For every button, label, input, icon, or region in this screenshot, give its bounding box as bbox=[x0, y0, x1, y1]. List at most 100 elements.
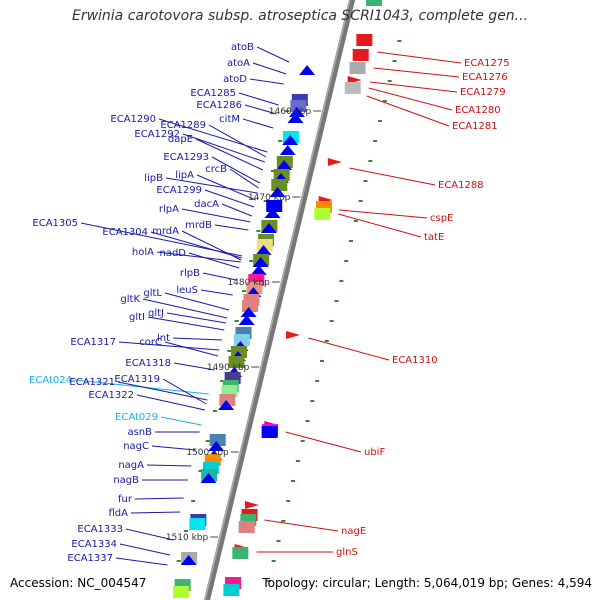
outer-track-tick bbox=[349, 240, 353, 242]
gene-arrow bbox=[238, 315, 255, 325]
gene-label-atod: atoD bbox=[223, 74, 247, 85]
leader-line-left bbox=[156, 251, 241, 263]
gene-label-eca1322: ECA1322 bbox=[88, 390, 134, 401]
outer-track-tick bbox=[315, 380, 320, 382]
inner-track-tick bbox=[198, 470, 203, 472]
inner-track-tick bbox=[249, 260, 254, 262]
leader-line-right bbox=[373, 67, 460, 78]
gene-label-eca1292: ECA1292 bbox=[134, 129, 180, 140]
leader-line-right bbox=[377, 51, 462, 64]
inner-track-tick bbox=[263, 200, 268, 202]
inner-track-tick bbox=[234, 320, 239, 322]
inner-track-tick bbox=[270, 170, 275, 172]
outer-track-tick bbox=[266, 580, 271, 582]
gene-arrow bbox=[276, 160, 293, 170]
leader-line-left bbox=[242, 118, 274, 129]
gene-label-eca1310: ECA1310 bbox=[392, 355, 438, 366]
gene-label-eca1281: ECA1281 bbox=[452, 121, 498, 132]
kbp-label: 1500 kbp bbox=[186, 448, 229, 458]
outer-track-tick bbox=[271, 560, 276, 562]
gene-label-eca1317: ECA1317 bbox=[70, 337, 116, 348]
gene-label-ecat029: ECAt029 bbox=[115, 412, 158, 423]
gene-label-eca1289: ECA1289 bbox=[160, 120, 206, 131]
gene-label-ubif: ubiF bbox=[364, 447, 385, 458]
outer-track-tick bbox=[310, 400, 315, 402]
gene-label-fur: fur bbox=[118, 494, 133, 505]
leader-line-left bbox=[221, 203, 252, 217]
leader-line-left bbox=[238, 92, 279, 106]
gene-box bbox=[366, 0, 382, 6]
gene-arrow bbox=[288, 107, 305, 117]
inner-track-tick bbox=[205, 440, 210, 442]
inner-track-tick bbox=[227, 350, 232, 352]
gene-label-nage: nagE bbox=[341, 526, 366, 537]
leader-line-left bbox=[200, 289, 233, 296]
leader-line-right bbox=[308, 337, 390, 361]
leader-line-left bbox=[162, 378, 207, 405]
inner-track-tick bbox=[285, 110, 290, 112]
gene-label-eca1305: ECA1305 bbox=[32, 218, 78, 229]
gene-box bbox=[219, 394, 236, 406]
gene-box bbox=[271, 179, 288, 191]
gene-triangle bbox=[244, 501, 259, 509]
gene-label-asnb: asnB bbox=[127, 427, 152, 438]
leader-line-left bbox=[172, 337, 222, 341]
gene-arrow bbox=[250, 265, 267, 275]
leader-line-left bbox=[164, 292, 230, 311]
gene-label-hola: holA bbox=[132, 247, 154, 258]
accession-text: Accession: NC_004547 bbox=[10, 576, 147, 590]
leader-line-left bbox=[229, 168, 259, 189]
leader-line-left bbox=[165, 177, 258, 194]
gene-box bbox=[223, 584, 240, 596]
gene-label-naga: nagA bbox=[118, 460, 144, 471]
leader-line-left bbox=[252, 62, 287, 75]
kbp-label: 1480 kbp bbox=[227, 278, 270, 288]
leader-line-right bbox=[366, 95, 450, 127]
label-leader-lines bbox=[74, 46, 462, 566]
leader-line-left bbox=[181, 230, 242, 261]
outer-track-tick bbox=[286, 500, 291, 502]
leader-line-left bbox=[173, 362, 215, 371]
gene-triangle bbox=[286, 331, 301, 339]
leader-line-right bbox=[285, 431, 362, 453]
gene-box bbox=[314, 208, 331, 220]
gene-label-eca1290: ECA1290 bbox=[110, 114, 156, 125]
backbone-line bbox=[203, 0, 356, 600]
gene-arrow bbox=[264, 208, 281, 218]
outer-track-tick bbox=[339, 280, 344, 282]
outer-track-tick bbox=[295, 460, 300, 462]
gene-label-atoa: atoA bbox=[227, 58, 250, 69]
gene-label-daca: dacA bbox=[194, 199, 219, 210]
inner-track-tick bbox=[278, 140, 283, 142]
leader-line-left bbox=[142, 298, 228, 319]
gene-label-lnt: lnt bbox=[157, 333, 170, 344]
leader-line-left bbox=[160, 416, 202, 426]
leader-line-left bbox=[188, 252, 240, 269]
gene-label-glns: glnS bbox=[336, 547, 358, 558]
gene-features bbox=[172, 0, 382, 598]
gene-box bbox=[261, 426, 278, 438]
leader-line-right bbox=[368, 87, 453, 111]
leader-line-left bbox=[211, 156, 261, 184]
gene-label-eca1333: ECA1333 bbox=[77, 524, 123, 535]
gene-label-leus: leuS bbox=[176, 285, 198, 296]
gene-box bbox=[209, 434, 226, 446]
leader-line-left bbox=[214, 224, 249, 231]
gene-arrow bbox=[279, 145, 296, 155]
gene-label-eca1319: ECA1319 bbox=[114, 374, 160, 385]
backbone-highlight bbox=[204, 0, 351, 600]
gene-arrow bbox=[299, 65, 316, 75]
leader-line-left bbox=[182, 133, 266, 163]
outer-track-tick bbox=[281, 520, 286, 522]
outer-track-tick bbox=[363, 180, 368, 182]
leader-line-left bbox=[150, 231, 242, 259]
outer-track-tick bbox=[320, 360, 324, 362]
gene-label-eca1275: ECA1275 bbox=[464, 58, 510, 69]
gene-label-eca1299: ECA1299 bbox=[156, 185, 202, 196]
gene-box bbox=[189, 518, 206, 530]
gene-arrow bbox=[252, 257, 269, 267]
gene-label-nadd: nadD bbox=[159, 248, 186, 259]
gene-box bbox=[290, 100, 307, 112]
leader-line-left bbox=[119, 543, 170, 556]
